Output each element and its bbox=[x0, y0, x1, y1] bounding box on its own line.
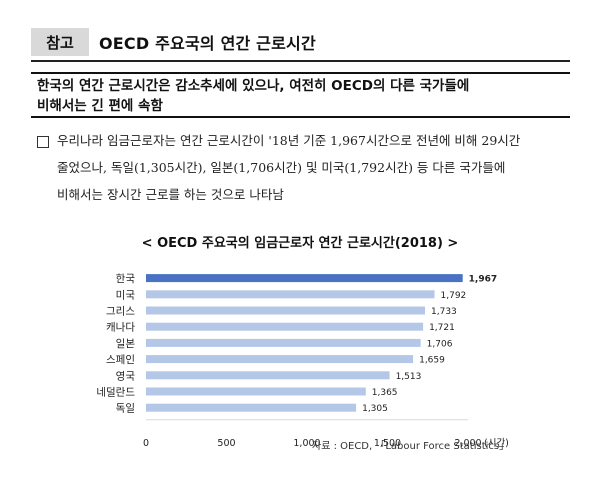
category-label: 스페인 bbox=[106, 354, 135, 366]
bullet-square-icon bbox=[37, 136, 49, 148]
data-label: 1,513 bbox=[396, 372, 422, 382]
category-label: 미국 bbox=[116, 289, 136, 301]
data-label: 1,706 bbox=[427, 339, 453, 349]
chart-title: < OECD 주요국의 임금근로자 연간 근로시간(2018) > bbox=[141, 236, 459, 251]
data-label: 1,365 bbox=[372, 388, 398, 398]
x-unit-label: (시간) bbox=[484, 438, 509, 449]
body-line-1: 우리나라 임금근로자는 연간 근로시간이 '18년 기준 1,967시간으로 전… bbox=[57, 133, 521, 148]
category-label: 한국 bbox=[116, 273, 136, 285]
x-tick-label: 500 bbox=[217, 438, 235, 449]
body-line-2: 줄었으나, 독일(1,305시간), 일본(1,706시간) 및 미국(1,79… bbox=[57, 160, 506, 175]
chart-source: 자료 : OECD, 「Labour Force Statistics」 bbox=[312, 441, 510, 452]
header-divider bbox=[31, 60, 570, 62]
bar bbox=[146, 322, 424, 331]
x-tick-label: 0 bbox=[143, 438, 149, 449]
category-label: 그리스 bbox=[106, 306, 135, 318]
bar bbox=[146, 403, 357, 412]
category-label: 네덜란드 bbox=[96, 387, 135, 399]
x-tick-label: 1,000 bbox=[293, 438, 320, 449]
bar bbox=[146, 371, 390, 380]
bar bbox=[146, 355, 414, 364]
summary-line-1: 한국의 연간 근로시간은 감소추세에 있으나, 여전히 OECD의 다른 국가들… bbox=[37, 78, 470, 94]
data-label: 1,733 bbox=[431, 307, 457, 317]
body-line-3: 비해서는 장시간 근로를 하는 것으로 나타남 bbox=[57, 187, 284, 202]
data-label: 1,721 bbox=[429, 323, 455, 333]
data-label: 1,967 bbox=[469, 275, 497, 285]
x-tick-label: 2,000 bbox=[454, 438, 481, 449]
section-header: 참고 OECD 주요국의 연간 근로시간 bbox=[31, 28, 570, 56]
reference-badge: 참고 bbox=[31, 28, 89, 56]
body-paragraph: 우리나라 임금근로자는 연간 근로시간이 '18년 기준 1,967시간으로 전… bbox=[57, 127, 569, 208]
category-label: 캐나다 bbox=[106, 322, 135, 334]
bar bbox=[146, 274, 463, 283]
bar bbox=[146, 306, 426, 315]
data-label: 1,305 bbox=[362, 404, 388, 414]
summary-box: 한국의 연간 근로시간은 감소추세에 있으나, 여전히 OECD의 다른 국가들… bbox=[31, 72, 570, 118]
bar bbox=[146, 338, 421, 347]
summary-line-2: 비해서는 긴 편에 속함 bbox=[37, 98, 163, 114]
category-label: 일본 bbox=[116, 337, 136, 350]
bar bbox=[146, 290, 435, 299]
data-label: 1,792 bbox=[441, 291, 467, 301]
category-label: 영국 bbox=[116, 370, 136, 382]
data-label: 1,659 bbox=[419, 356, 445, 366]
category-label: 독일 bbox=[116, 402, 135, 415]
bar bbox=[146, 387, 366, 396]
section-title: OECD 주요국의 연간 근로시간 bbox=[99, 34, 316, 53]
x-tick-label: 1,500 bbox=[374, 438, 401, 449]
